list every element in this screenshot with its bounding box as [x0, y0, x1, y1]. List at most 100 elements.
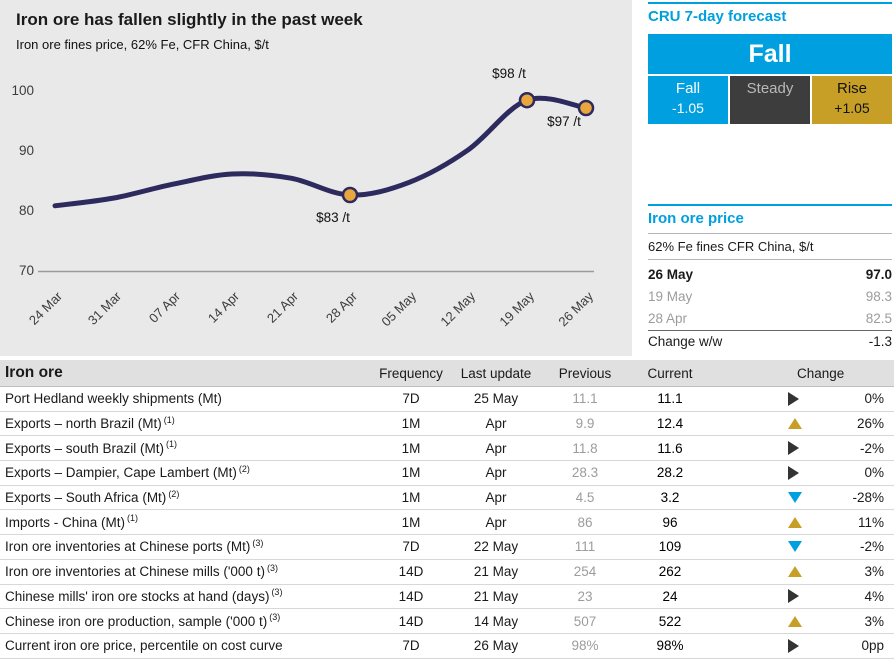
- row-frequency: 1M: [401, 490, 421, 506]
- table-row: Port Hedland weekly shipments (Mt) 7D 25 M…: [0, 387, 894, 412]
- footnote-marker: (3): [252, 537, 264, 548]
- x-tick-label: 19 May: [496, 288, 537, 329]
- table-title: Iron ore: [5, 364, 63, 381]
- row-frequency: 1M: [401, 440, 421, 456]
- footnote-marker: (1): [166, 439, 178, 450]
- table-row: Current iron ore price, percentile on co…: [0, 634, 894, 659]
- data-point-marker: [518, 91, 536, 109]
- row-frequency: 7D: [402, 638, 420, 654]
- x-tick-label: 31 Mar: [85, 288, 125, 328]
- table-row: Exports – South Africa (Mt) (2) 1M Apr 4.5 3.…: [0, 486, 894, 511]
- row-label: Exports – south Brazil (Mt) (1): [5, 439, 178, 456]
- row-current: 24: [662, 588, 678, 604]
- footnote-marker: (1): [163, 414, 175, 425]
- row-previous: 254: [573, 564, 597, 580]
- price-row: 19 May 98.3: [648, 285, 892, 307]
- forecast-cell-label: Rise: [836, 80, 867, 97]
- y-tick-label: 80: [19, 203, 34, 218]
- row-previous: 9.9: [575, 416, 595, 432]
- row-label: Chinese iron ore production, sample ('00…: [5, 612, 281, 629]
- steady-arrow-icon: [788, 638, 814, 653]
- price-panel-subheading: 62% Fe fines CFR China, $/t: [648, 234, 892, 260]
- row-change: 3%: [712, 614, 894, 629]
- col-header-current: Current: [647, 365, 693, 381]
- row-last-update: Apr: [485, 440, 507, 456]
- row-last-update: 21 May: [473, 588, 519, 604]
- right-triangle-dark: [788, 391, 799, 406]
- price-row: Change w/w -1.3: [648, 330, 892, 352]
- col-header-previous: Previous: [558, 365, 612, 381]
- footnote-marker: (1): [127, 513, 139, 524]
- table-row: Iron ore inventories at Chinese ports (M…: [0, 535, 894, 560]
- up-triangle-gold: [788, 566, 802, 578]
- up-arrow-icon: [788, 615, 814, 627]
- row-change: 0%: [712, 465, 894, 480]
- row-frequency: 1M: [401, 514, 421, 530]
- row-change: 11%: [712, 515, 894, 530]
- steady-arrow-icon: [788, 589, 814, 604]
- row-current: 98%: [656, 638, 684, 654]
- row-previous: 98%: [571, 638, 599, 654]
- row-label: Iron ore inventories at Chinese ports (M…: [5, 537, 264, 555]
- price-chart-panel: 70 80 90 100 24 Mar 31 Mar 07 Apr 14 Apr 21 Apr 2…: [0, 0, 632, 356]
- row-frequency: 7D: [402, 539, 420, 555]
- up-arrow-icon: [788, 516, 814, 528]
- row-change-value: 4%: [864, 588, 884, 604]
- up-triangle-gold: [788, 516, 802, 528]
- row-label: Imports - China (Mt) (1): [5, 513, 139, 530]
- row-label: Exports – South Africa (Mt) (2): [5, 488, 180, 506]
- forecast-cell-rise: Rise +1.05: [812, 76, 892, 124]
- forecast-main-value: Fall: [648, 34, 892, 74]
- table-row: Exports – south Brazil (Mt) (1) 1M Apr 11.8 1…: [0, 436, 894, 462]
- row-change: -28%: [712, 490, 894, 505]
- row-frequency: 14D: [398, 613, 424, 629]
- row-current: 11.6: [657, 440, 683, 456]
- x-tick-label: 14 Apr: [205, 288, 243, 326]
- steady-arrow-icon: [788, 465, 814, 480]
- chart-title: Iron ore has fallen slightly in the past…: [16, 10, 363, 29]
- right-panel: CRU 7-day forecast Fall Fall -1.05 Steady R…: [648, 2, 892, 352]
- down-triangle-cyan: [788, 541, 802, 553]
- row-last-update: 25 May: [473, 391, 519, 407]
- row-change-value: 3%: [864, 613, 884, 629]
- table-header-row: Iron ore Frequency Last update Previous …: [0, 360, 894, 387]
- row-label: Port Hedland weekly shipments (Mt): [5, 391, 222, 407]
- table-row: Iron ore inventories at Chinese mills ('…: [0, 560, 894, 585]
- footnote-marker: (2): [168, 488, 180, 499]
- price-panel: Iron ore price 62% Fe fines CFR China, $…: [648, 204, 892, 352]
- point-annotation: $83 /t: [316, 210, 350, 225]
- forecast-cell-label: Steady: [746, 80, 794, 97]
- up-triangle-gold: [788, 615, 802, 627]
- row-change: -2%: [712, 441, 894, 456]
- price-rows: 26 May 97.0 19 May 98.3 28 Apr 82.5 Change w/w…: [648, 260, 892, 352]
- price-panel-heading: Iron ore price: [648, 206, 892, 234]
- right-triangle-dark: [788, 465, 799, 480]
- point-annotation: $97 /t: [547, 114, 581, 129]
- table-row: Imports - China (Mt) (1) 1M Apr 86 96 11%: [0, 510, 894, 536]
- price-row: 28 Apr 82.5: [648, 307, 892, 329]
- row-previous: 111: [574, 539, 596, 555]
- x-tick-label: 05 May: [378, 288, 419, 329]
- indicator-table: Iron ore Frequency Last update Previous …: [0, 360, 894, 659]
- row-last-update: 22 May: [473, 539, 519, 555]
- row-label: Exports – north Brazil (Mt) (1): [5, 414, 175, 432]
- x-tick-label: 28 Apr: [323, 288, 361, 326]
- accent-rule: [648, 204, 892, 206]
- price-row-label: 26 May: [648, 266, 694, 282]
- row-previous: 507: [573, 613, 597, 629]
- row-change-value: -2%: [859, 539, 884, 555]
- row-change: 0%: [712, 391, 894, 406]
- price-row-label: 19 May: [648, 288, 693, 304]
- iron-ore-price-line-chart: 70 80 90 100 24 Mar 31 Mar 07 Apr 14 Apr 21 Apr 2…: [11, 66, 596, 329]
- row-frequency: 14D: [398, 588, 424, 604]
- footnote-marker: (3): [271, 587, 283, 598]
- down-arrow-icon: [788, 541, 814, 553]
- x-tick-label: 24 Mar: [26, 288, 66, 328]
- accent-rule: [648, 2, 892, 4]
- col-header-last-update: Last update: [460, 365, 532, 381]
- table-row: Chinese iron ore production, sample ('00…: [0, 609, 894, 634]
- price-row-value: 82.5: [865, 310, 892, 326]
- x-tick-label: 21 Apr: [264, 288, 302, 326]
- price-line: [52, 95, 589, 209]
- row-current: 262: [658, 564, 682, 580]
